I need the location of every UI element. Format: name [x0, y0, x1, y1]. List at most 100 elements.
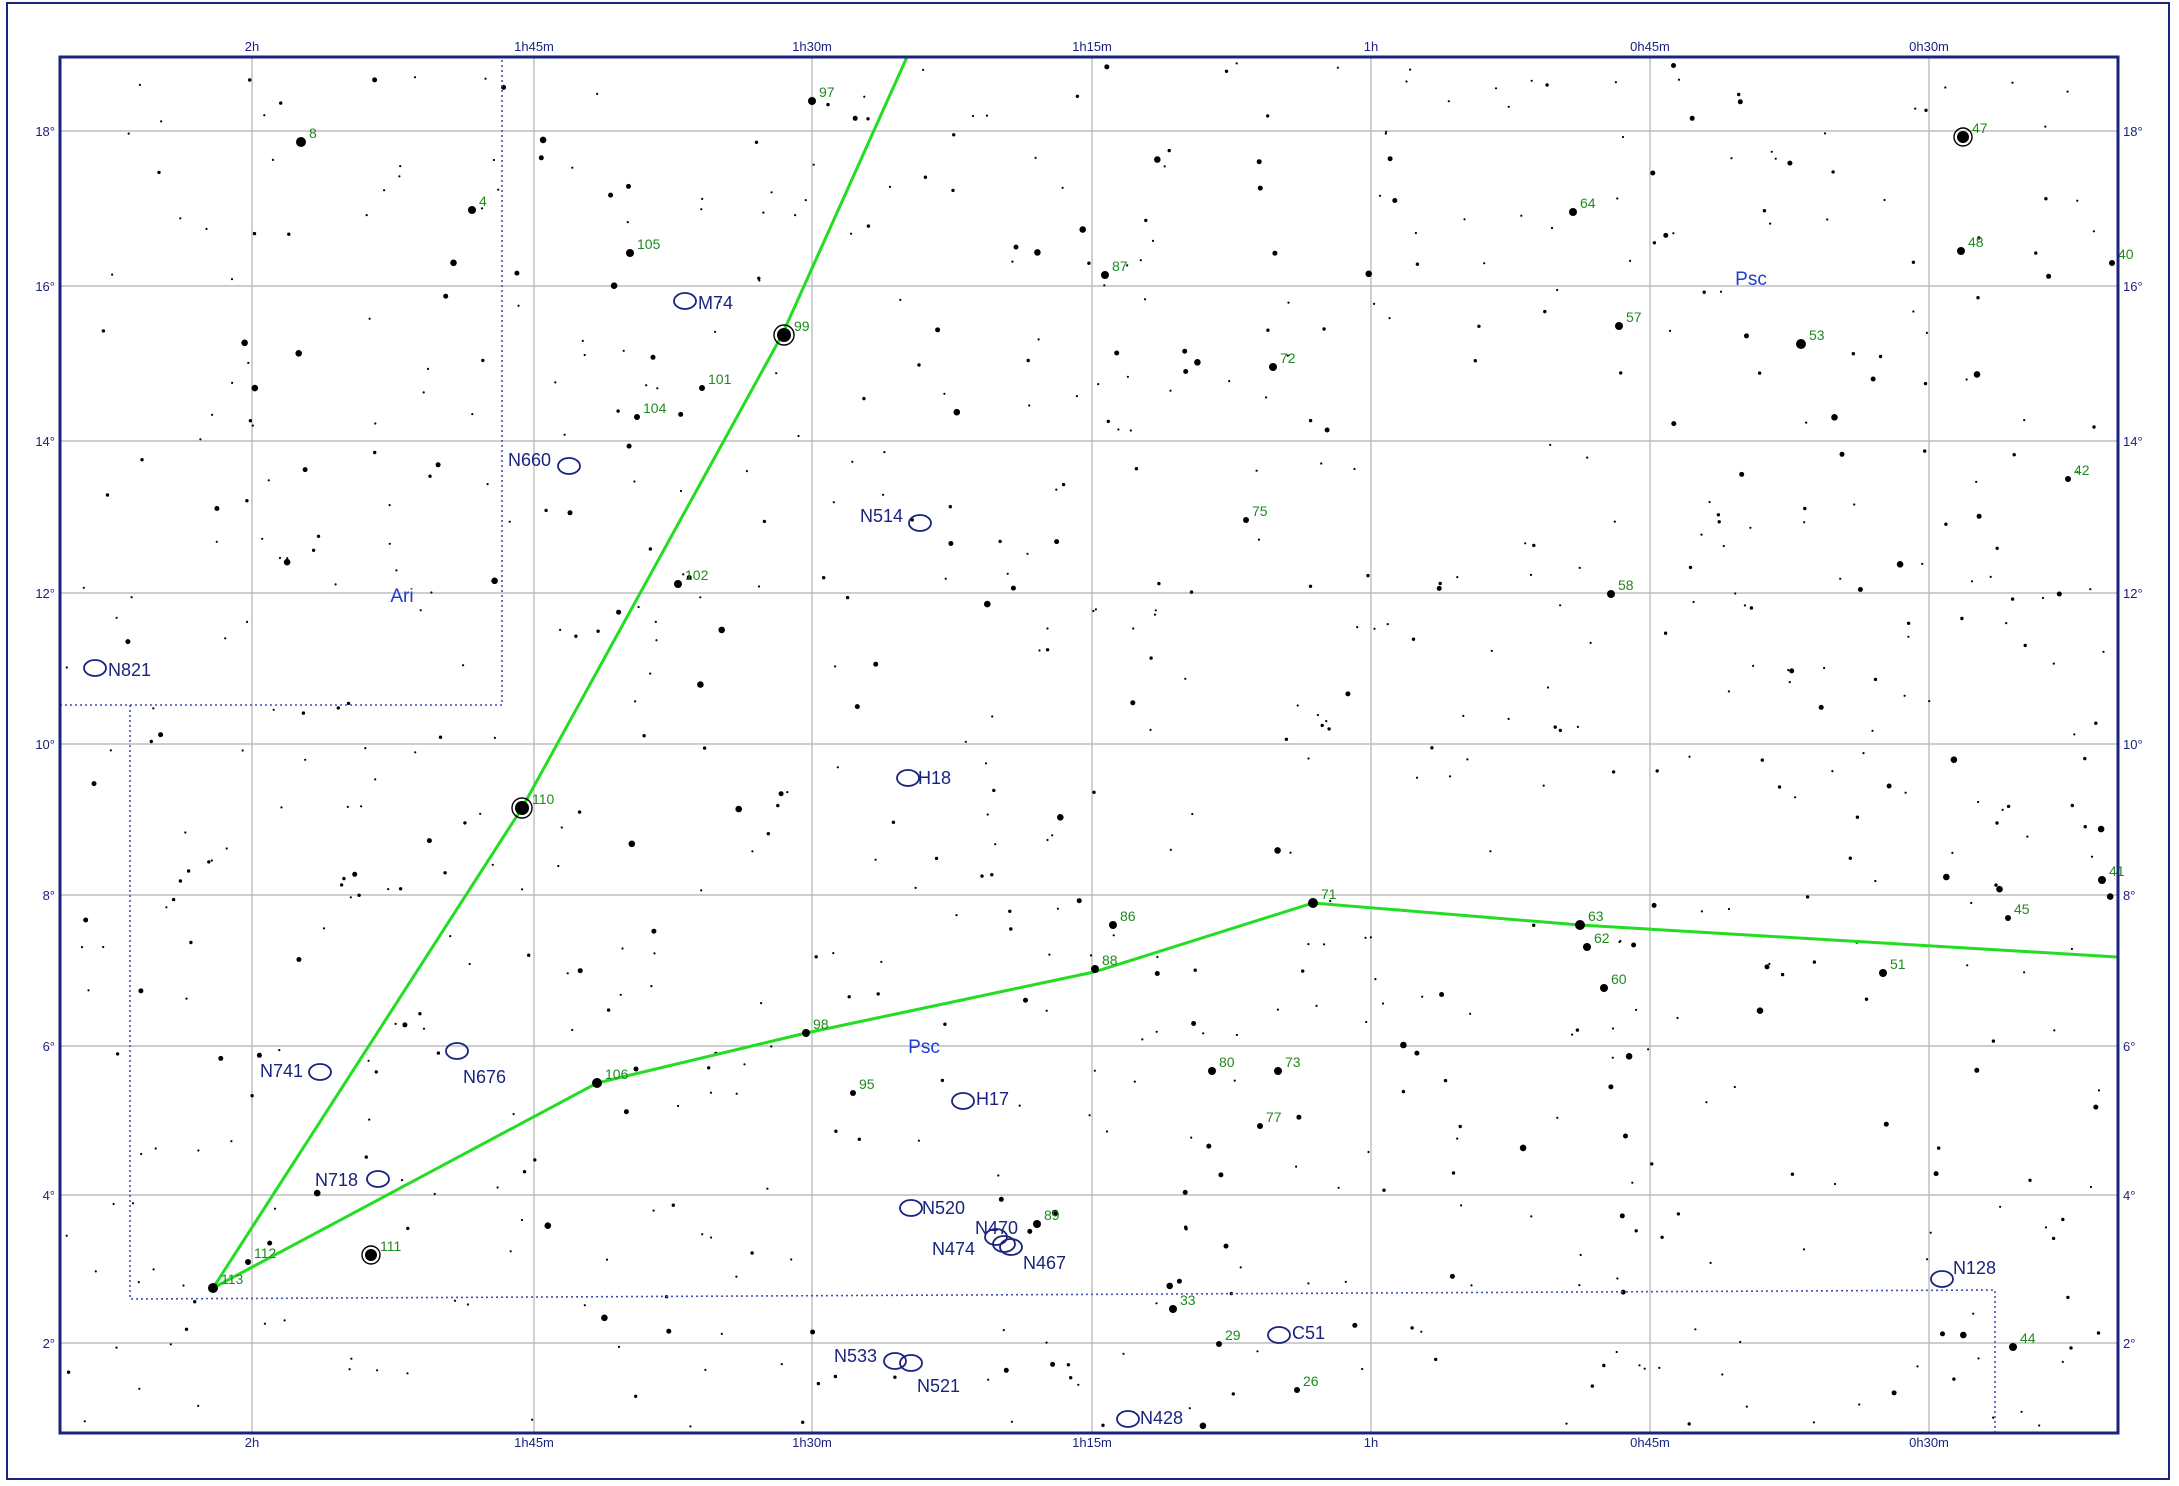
field-star	[874, 858, 877, 861]
field-star	[1295, 1165, 1298, 1168]
field-star	[1708, 500, 1711, 504]
field-star	[1802, 1248, 1806, 1251]
field-star	[1155, 1302, 1158, 1305]
field-star	[138, 83, 141, 86]
axis-tick-labels: 2h 2h 1h45m 1h45m 1h30m 1h30m 1h15m 1h15m 1h 1h 0h…	[35, 39, 2142, 1450]
field-star	[770, 191, 773, 194]
field-star	[1436, 585, 1442, 591]
field-star	[538, 155, 544, 161]
star-64	[1569, 208, 1577, 216]
field-star	[1094, 608, 1097, 611]
field-star	[1620, 1289, 1626, 1295]
field-star	[1943, 873, 1950, 881]
field-star	[701, 1233, 704, 1236]
field-star	[1011, 260, 1014, 263]
field-star	[1447, 100, 1450, 103]
field-star	[462, 664, 465, 667]
field-star	[559, 628, 562, 632]
field-star	[1970, 580, 1974, 583]
field-star	[160, 120, 163, 123]
field-star	[2097, 1089, 2101, 1092]
field-star	[1013, 244, 1019, 250]
field-star	[1163, 165, 1166, 168]
field-star	[1559, 604, 1562, 607]
ra-tick-label-bottom: 0h30m	[1909, 1435, 1949, 1450]
field-star	[1449, 1273, 1455, 1279]
field-star	[1028, 404, 1031, 407]
field-star	[794, 214, 797, 217]
field-star	[1414, 1050, 1420, 1056]
field-star	[339, 883, 344, 887]
field-star	[1762, 209, 1767, 213]
dec-tick-label-right: 4°	[2123, 1188, 2135, 1203]
field-star	[1141, 1038, 1144, 1041]
field-star	[1320, 462, 1323, 465]
field-star	[1874, 879, 1877, 883]
field-star	[622, 349, 625, 352]
field-star	[1716, 513, 1721, 517]
field-star	[241, 749, 244, 752]
field-star	[1727, 690, 1730, 693]
field-star	[854, 704, 860, 710]
field-star	[1734, 592, 1737, 595]
field-star	[1652, 241, 1657, 245]
dso-n428-label: N428	[1140, 1408, 1183, 1428]
field-star	[709, 1091, 713, 1094]
field-star	[1929, 1231, 1932, 1234]
field-star	[112, 1202, 115, 1206]
field-star	[154, 1147, 157, 1150]
field-star	[65, 1234, 68, 1237]
field-star	[751, 850, 754, 853]
field-star	[1891, 1390, 1897, 1396]
field-star	[273, 1207, 277, 1210]
field-star	[430, 591, 433, 594]
field-star	[91, 781, 97, 787]
field-star	[302, 467, 308, 473]
field-star	[313, 1189, 321, 1197]
dso-m74-marker	[673, 292, 697, 310]
field-star	[1855, 815, 1860, 819]
field-star	[605, 1258, 609, 1261]
field-star	[702, 746, 707, 750]
field-star	[111, 273, 114, 276]
field-star	[1154, 609, 1157, 612]
ra-tick-label-bottom: 2h	[245, 1435, 259, 1450]
dec-tick-label-right: 2°	[2123, 1336, 2135, 1351]
field-star	[822, 576, 826, 580]
constellation-figure-lines	[211, 56, 2118, 1290]
field-star	[1087, 261, 1091, 265]
field-star	[1266, 114, 1270, 118]
field-star	[1182, 348, 1188, 354]
field-star	[1629, 259, 1632, 262]
field-star	[1233, 1079, 1236, 1082]
field-star	[922, 68, 925, 71]
field-star	[373, 450, 377, 455]
field-star	[1169, 848, 1172, 852]
star-41	[2098, 876, 2106, 884]
field-star	[1904, 791, 1907, 794]
field-star	[1651, 902, 1657, 908]
field-star	[1405, 80, 1408, 83]
field-star	[775, 372, 778, 375]
field-star	[1896, 561, 1904, 568]
field-star	[406, 1372, 409, 1375]
dso-n718-marker	[366, 1170, 390, 1188]
field-star	[115, 1052, 120, 1056]
field-star	[1621, 135, 1625, 139]
ra-tick-label-top: 1h30m	[792, 39, 832, 54]
field-star	[1443, 1078, 1448, 1083]
field-star	[138, 988, 144, 994]
field-star	[917, 1139, 921, 1142]
field-star	[1329, 899, 1332, 903]
field-star	[634, 700, 637, 703]
field-star	[1050, 1361, 1056, 1367]
field-star	[1770, 150, 1773, 153]
field-star	[720, 1332, 723, 1335]
field-star	[1256, 159, 1262, 165]
field-star	[1134, 467, 1139, 471]
ra-tick-label-top: 2h	[245, 39, 259, 54]
field-star	[745, 470, 749, 473]
dso-n128-marker	[1930, 1270, 1954, 1288]
field-star	[2092, 230, 2095, 233]
field-star	[1483, 262, 1486, 265]
